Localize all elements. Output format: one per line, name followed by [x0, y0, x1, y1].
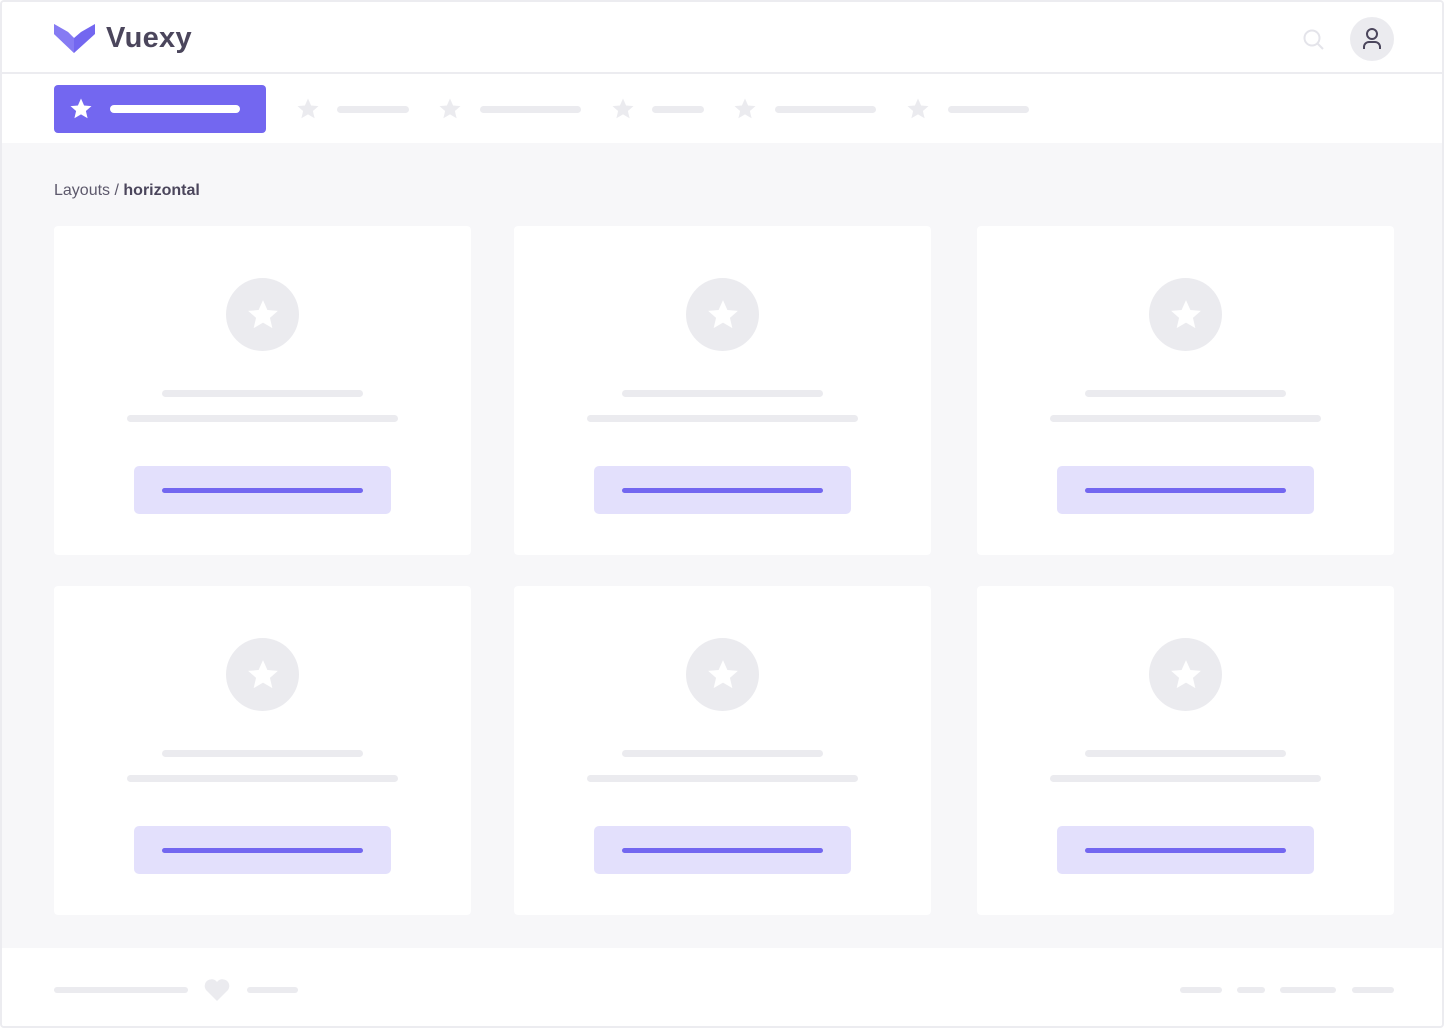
card-title-placeholder — [1085, 390, 1286, 397]
card-text-placeholder — [1050, 415, 1321, 422]
card-text-placeholder — [587, 775, 858, 782]
star-icon — [707, 659, 738, 688]
star-icon — [907, 98, 929, 119]
card-button-label-placeholder — [1085, 848, 1286, 853]
star-icon — [734, 98, 756, 119]
card-button-label-placeholder — [162, 848, 363, 853]
card-title-placeholder — [162, 750, 363, 757]
card-title-placeholder — [1085, 750, 1286, 757]
footer-link[interactable] — [1280, 987, 1336, 993]
avatar[interactable] — [1350, 17, 1394, 61]
card — [54, 586, 471, 915]
nav-item[interactable] — [906, 85, 1029, 133]
breadcrumb-parent[interactable]: Layouts — [54, 182, 111, 199]
card-text-placeholder — [127, 415, 398, 422]
nav-item[interactable] — [733, 85, 876, 133]
card-text-placeholder — [587, 415, 858, 422]
card — [977, 586, 1394, 915]
card-button[interactable] — [134, 466, 391, 514]
star-icon — [1170, 299, 1201, 328]
card-text-placeholder — [127, 775, 398, 782]
card — [977, 226, 1394, 555]
nav-label-placeholder — [337, 106, 409, 113]
search-icon[interactable] — [1303, 29, 1325, 51]
vuexy-logo-icon — [54, 24, 95, 53]
star-icon — [439, 98, 461, 119]
card-text-placeholder — [1050, 775, 1321, 782]
heart-icon — [204, 979, 230, 1001]
star-icon — [612, 98, 634, 119]
card-button[interactable] — [594, 466, 851, 514]
card — [54, 226, 471, 555]
card — [514, 586, 931, 915]
card-icon-circle — [686, 278, 759, 351]
card-button[interactable] — [594, 826, 851, 874]
user-icon — [1363, 28, 1381, 49]
card-button[interactable] — [1057, 466, 1314, 514]
footer-text-placeholder — [247, 987, 298, 993]
nav-item[interactable] — [438, 85, 581, 133]
card-title-placeholder — [162, 390, 363, 397]
card-icon-circle — [226, 278, 299, 351]
card-button-label-placeholder — [162, 488, 363, 493]
card-button[interactable] — [134, 826, 391, 874]
footer — [2, 948, 1442, 1026]
card-icon-circle — [226, 638, 299, 711]
star-icon — [247, 299, 278, 328]
breadcrumb-separator: / — [110, 182, 124, 199]
nav-label-placeholder — [652, 106, 704, 113]
card-title-placeholder — [622, 390, 823, 397]
nav-label-placeholder — [775, 106, 876, 113]
card-button-label-placeholder — [622, 488, 823, 493]
star-icon — [297, 98, 319, 119]
top-header: Vuexy — [2, 2, 1442, 74]
star-icon — [707, 299, 738, 328]
card-icon-circle — [1149, 638, 1222, 711]
card-icon-circle — [686, 638, 759, 711]
footer-link[interactable] — [1352, 987, 1394, 993]
nav-label-placeholder — [110, 105, 240, 113]
breadcrumb-current: horizontal — [123, 182, 200, 199]
card-icon-circle — [1149, 278, 1222, 351]
nav-label-placeholder — [948, 106, 1029, 113]
breadcrumb: Layouts / horizontal — [54, 182, 200, 200]
footer-link[interactable] — [1180, 987, 1222, 993]
footer-link[interactable] — [1237, 987, 1265, 993]
nav-item[interactable] — [611, 85, 704, 133]
nav-item-active[interactable] — [54, 85, 266, 133]
card-button[interactable] — [1057, 826, 1314, 874]
footer-text-placeholder — [54, 987, 188, 993]
star-icon — [70, 98, 92, 119]
card — [514, 226, 931, 555]
brand-name: Vuexy — [106, 22, 192, 54]
card-title-placeholder — [622, 750, 823, 757]
star-icon — [247, 659, 278, 688]
star-icon — [1170, 659, 1201, 688]
card-button-label-placeholder — [622, 848, 823, 853]
nav-item[interactable] — [296, 85, 409, 133]
card-button-label-placeholder — [1085, 488, 1286, 493]
nav-label-placeholder — [480, 106, 581, 113]
